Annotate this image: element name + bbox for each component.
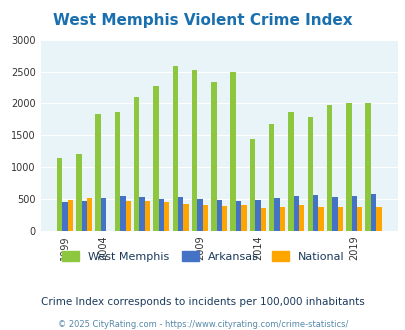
Bar — [364, 103, 370, 231]
Bar — [211, 82, 216, 231]
Bar — [202, 206, 207, 231]
Bar — [293, 196, 298, 231]
Bar — [216, 200, 222, 231]
Bar — [254, 200, 260, 231]
Bar — [326, 105, 331, 231]
Bar — [307, 117, 312, 231]
Bar — [134, 97, 139, 231]
Bar — [269, 124, 274, 231]
Bar — [375, 207, 381, 231]
Bar — [337, 207, 342, 231]
Bar — [57, 158, 62, 231]
Bar — [249, 139, 254, 231]
Bar — [68, 200, 73, 231]
Text: © 2025 CityRating.com - https://www.cityrating.com/crime-statistics/: © 2025 CityRating.com - https://www.city… — [58, 320, 347, 329]
Legend: West Memphis, Arkansas, National: West Memphis, Arkansas, National — [58, 247, 347, 267]
Bar — [125, 201, 130, 231]
Bar — [197, 199, 202, 231]
Bar — [288, 112, 293, 231]
Bar — [164, 202, 169, 231]
Bar — [95, 114, 100, 231]
Bar — [235, 201, 241, 231]
Bar — [274, 197, 279, 231]
Bar — [345, 103, 351, 231]
Text: Crime Index corresponds to incidents per 100,000 inhabitants: Crime Index corresponds to incidents per… — [41, 297, 364, 307]
Bar — [139, 197, 145, 231]
Bar — [100, 198, 106, 231]
Bar — [76, 154, 81, 231]
Bar — [145, 201, 150, 231]
Bar — [241, 206, 246, 231]
Bar — [370, 194, 375, 231]
Bar — [312, 195, 318, 231]
Bar — [356, 207, 361, 231]
Bar — [62, 202, 68, 231]
Bar — [192, 70, 197, 231]
Text: West Memphis Violent Crime Index: West Memphis Violent Crime Index — [53, 13, 352, 28]
Bar — [351, 196, 356, 231]
Bar — [158, 199, 164, 231]
Bar — [260, 208, 265, 231]
Bar — [230, 72, 235, 231]
Bar — [222, 207, 227, 231]
Bar — [172, 66, 177, 231]
Bar — [183, 204, 188, 231]
Bar — [177, 197, 183, 231]
Bar — [87, 198, 92, 231]
Bar — [81, 201, 87, 231]
Bar — [115, 112, 120, 231]
Bar — [318, 207, 323, 231]
Bar — [331, 197, 337, 231]
Bar — [298, 206, 304, 231]
Bar — [120, 196, 125, 231]
Bar — [279, 207, 284, 231]
Bar — [153, 86, 158, 231]
